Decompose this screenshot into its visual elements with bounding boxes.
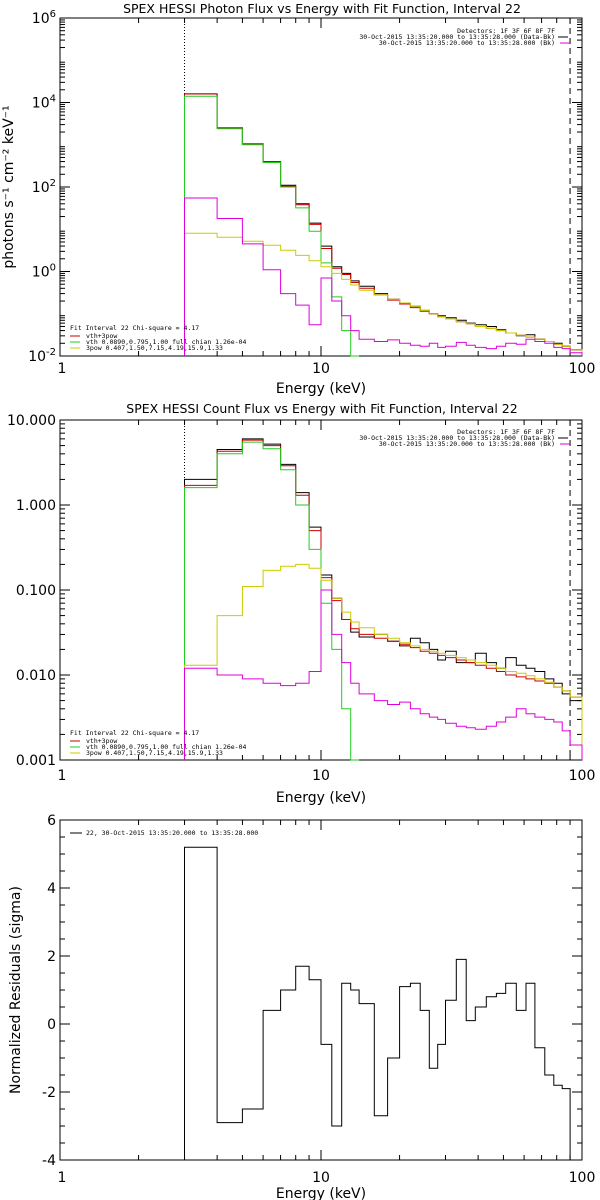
- photon-flux-title: SPEX HESSI Photon Flux vs Energy with Fi…: [123, 1, 521, 16]
- y-tick-label: -2: [42, 1085, 56, 1101]
- series-line-1: [184, 93, 583, 356]
- x-tick-label: 1: [58, 361, 67, 377]
- info-line: 30-Oct-2015 13:35:20.000 to 13:35:28.000…: [379, 440, 555, 448]
- legend-entry: vth+3pow: [86, 737, 117, 745]
- info-line: Detectors: 1F 3F 6F 8F 7F: [457, 428, 555, 436]
- x-tick-label: 1: [58, 1170, 67, 1186]
- y-tick-label: 102: [32, 178, 56, 196]
- count-flux-title: SPEX HESSI Count Flux vs Energy with Fit…: [126, 401, 517, 416]
- series-line-2: [184, 441, 360, 761]
- series-line-4: [184, 197, 583, 356]
- info-line: Detectors: 1F 3F 6F 8F 7F: [457, 27, 555, 35]
- series-line-0: [184, 438, 583, 760]
- fit-legend: Fit Interval 22 Chi-square = 4.17 vth+3p…: [70, 729, 247, 757]
- series-line-3: [184, 563, 583, 760]
- legend-entry: vth 0.0890,0.795,1.00 full chian 1.26e-0…: [86, 743, 247, 751]
- detector-info: Detectors: 1F 3F 6F 8F 7F 30-Oct-2015 13…: [359, 27, 570, 47]
- x-tick-label: 10: [312, 361, 330, 377]
- x-tick-labels: 1 10 100: [58, 361, 596, 377]
- y-tick-label: 2: [47, 949, 56, 965]
- info-line: 30-Oct-2015 13:35:20.000 to 13:35:28.000…: [359, 33, 555, 41]
- y-tick-label: 1.000: [16, 498, 56, 514]
- y-tick-label: 0.001: [16, 753, 56, 769]
- detector-info: Detectors: 1F 3F 6F 8F 7F 30-Oct-2015 13…: [359, 428, 570, 448]
- count-flux-panel: SPEX HESSI Count Flux vs Energy with Fit…: [7, 401, 595, 806]
- photon-flux-panel: SPEX HESSI Photon Flux vs Energy with Fi…: [1, 1, 595, 397]
- y-tick-label: 106: [32, 9, 56, 27]
- info-line: 30-Oct-2015 13:35:20.000 to 13:35:28.000…: [379, 39, 555, 47]
- x-tick-labels: 1 10 100: [58, 1170, 596, 1186]
- legend-entry: 3pow 0.407,1.50,7.15,4.19,15.9,1.33: [86, 344, 223, 352]
- x-tick-label: 1: [58, 768, 67, 784]
- series-line-0: [184, 846, 571, 1160]
- series-line-0: [184, 93, 583, 356]
- x-tick-label: 100: [569, 1170, 596, 1186]
- y-axis-label: photons s⁻¹ cm⁻² keV⁻¹: [1, 105, 17, 268]
- y-tick-label: 0.100: [16, 583, 56, 599]
- series-line-3: [184, 232, 583, 356]
- x-tick-labels: 1 10 100: [58, 768, 596, 784]
- legend-entry: vth 0.0890,0.795,1.00 full chian 1.26e-0…: [86, 338, 247, 346]
- y-tick-label: -4: [42, 1153, 56, 1169]
- y-tick-label: 100: [32, 263, 56, 281]
- y-tick-label: 4: [47, 881, 56, 897]
- x-tick-label: 10: [312, 768, 330, 784]
- legend-entry: 3pow 0.407,1.50,7.15,4.19,15.9,1.33: [86, 749, 223, 757]
- x-tick-label: 10: [312, 1170, 330, 1186]
- legend-entry: Fit Interval 22 Chi-square = 4.17: [70, 324, 199, 332]
- y-axis-label: Normalized Residuals (sigma): [8, 886, 24, 1094]
- y-tick-label: 10.000: [7, 413, 56, 429]
- series-line-4: [184, 589, 583, 760]
- y-tick-label: 6: [47, 813, 56, 829]
- fit-legend: Fit Interval 22 Chi-square = 4.17 vth+3p…: [70, 324, 247, 352]
- x-tick-label: 100: [569, 361, 596, 377]
- x-axis-label: Energy (keV): [276, 790, 366, 806]
- x-tick-label: 100: [569, 768, 596, 784]
- info-line: 30-Oct-2015 13:35:20.000 to 13:35:28.000…: [359, 434, 555, 442]
- residuals-panel: Energy (keV) Normalized Residuals (sigma…: [8, 813, 595, 1200]
- y-tick-label: 104: [32, 94, 56, 112]
- y-tick-label: 0: [47, 1017, 56, 1033]
- residual-legend: 22, 30-Oct-2015 13:35:20.000 to 13:35:28…: [70, 829, 258, 837]
- legend-entry: Fit Interval 22 Chi-square = 4.17: [70, 729, 199, 737]
- legend-entry: vth+3pow: [86, 332, 117, 340]
- x-axis-label: Energy (keV): [276, 1186, 366, 1200]
- series-line-2: [184, 95, 360, 357]
- series-line-1: [184, 439, 583, 760]
- y-tick-label: 0.010: [16, 668, 56, 684]
- y-tick-label: 10-2: [28, 347, 56, 365]
- legend-entry: 22, 30-Oct-2015 13:35:20.000 to 13:35:28…: [86, 829, 258, 837]
- x-axis-label: Energy (keV): [276, 381, 366, 397]
